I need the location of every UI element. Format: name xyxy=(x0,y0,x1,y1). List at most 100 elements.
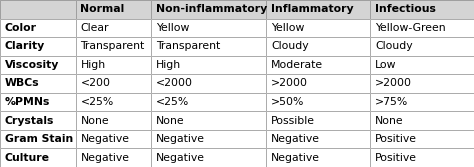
Bar xyxy=(0,56,76,74)
Bar xyxy=(0,111,76,130)
Bar xyxy=(152,0,266,19)
Text: Culture: Culture xyxy=(5,153,50,163)
Text: Positive: Positive xyxy=(375,153,417,163)
Bar xyxy=(0,19,76,37)
Bar xyxy=(152,74,266,93)
Bar xyxy=(370,111,474,130)
Text: High: High xyxy=(156,60,182,70)
Bar xyxy=(152,148,266,167)
Bar xyxy=(266,130,370,148)
Bar xyxy=(266,19,370,37)
Bar xyxy=(266,93,370,111)
Bar xyxy=(152,19,266,37)
Bar xyxy=(76,130,152,148)
Text: <2000: <2000 xyxy=(156,78,193,89)
Bar xyxy=(76,148,152,167)
Bar xyxy=(152,74,266,93)
Bar xyxy=(266,0,370,19)
Bar xyxy=(0,93,76,111)
Bar xyxy=(266,0,370,19)
Text: Non-inflammatory: Non-inflammatory xyxy=(156,4,267,14)
Bar xyxy=(76,0,152,19)
Text: Clear: Clear xyxy=(81,23,109,33)
Bar xyxy=(0,37,76,56)
Bar xyxy=(266,74,370,93)
Bar xyxy=(266,111,370,130)
Text: Crystals: Crystals xyxy=(5,116,54,126)
Bar xyxy=(0,130,76,148)
Bar xyxy=(76,19,152,37)
Text: WBCs: WBCs xyxy=(5,78,39,89)
Text: None: None xyxy=(156,116,185,126)
Bar xyxy=(152,93,266,111)
Bar xyxy=(152,148,266,167)
Bar xyxy=(370,19,474,37)
Bar xyxy=(76,0,152,19)
Text: Low: Low xyxy=(375,60,396,70)
Text: Yellow: Yellow xyxy=(156,23,190,33)
Text: Moderate: Moderate xyxy=(271,60,323,70)
Text: Negative: Negative xyxy=(81,134,129,144)
Text: >2000: >2000 xyxy=(271,78,308,89)
Bar xyxy=(370,0,474,19)
Bar xyxy=(152,111,266,130)
Bar xyxy=(76,56,152,74)
Text: >75%: >75% xyxy=(375,97,408,107)
Bar xyxy=(76,93,152,111)
Bar xyxy=(370,130,474,148)
Bar xyxy=(266,37,370,56)
Bar xyxy=(370,56,474,74)
Text: Inflammatory: Inflammatory xyxy=(271,4,354,14)
Bar xyxy=(152,93,266,111)
Bar xyxy=(152,0,266,19)
Text: Viscosity: Viscosity xyxy=(5,60,59,70)
Bar xyxy=(152,19,266,37)
Bar xyxy=(370,93,474,111)
Bar xyxy=(370,0,474,19)
Bar xyxy=(266,111,370,130)
Bar xyxy=(152,56,266,74)
Bar xyxy=(76,93,152,111)
Bar xyxy=(76,74,152,93)
Bar xyxy=(76,37,152,56)
Bar xyxy=(76,111,152,130)
Bar xyxy=(370,74,474,93)
Text: >2000: >2000 xyxy=(375,78,412,89)
Bar xyxy=(0,148,76,167)
Bar xyxy=(0,93,76,111)
Text: Negative: Negative xyxy=(271,134,320,144)
Text: Transparent: Transparent xyxy=(156,41,220,51)
Bar xyxy=(266,56,370,74)
Bar xyxy=(152,37,266,56)
Text: <25%: <25% xyxy=(81,97,114,107)
Bar xyxy=(370,74,474,93)
Text: <200: <200 xyxy=(81,78,110,89)
Bar xyxy=(152,56,266,74)
Text: Yellow: Yellow xyxy=(271,23,305,33)
Bar xyxy=(370,111,474,130)
Bar xyxy=(266,19,370,37)
Bar xyxy=(0,74,76,93)
Bar xyxy=(0,0,76,19)
Bar xyxy=(76,37,152,56)
Bar xyxy=(0,56,76,74)
Bar xyxy=(76,19,152,37)
Bar xyxy=(370,148,474,167)
Bar xyxy=(370,19,474,37)
Bar xyxy=(266,130,370,148)
Bar xyxy=(266,37,370,56)
Bar xyxy=(152,37,266,56)
Bar xyxy=(152,111,266,130)
Bar xyxy=(370,56,474,74)
Text: Color: Color xyxy=(5,23,37,33)
Text: Possible: Possible xyxy=(271,116,315,126)
Text: None: None xyxy=(375,116,403,126)
Text: Clarity: Clarity xyxy=(5,41,45,51)
Text: Yellow-Green: Yellow-Green xyxy=(375,23,446,33)
Bar xyxy=(152,130,266,148)
Bar xyxy=(76,130,152,148)
Bar xyxy=(266,56,370,74)
Text: %PMNs: %PMNs xyxy=(5,97,50,107)
Bar xyxy=(370,37,474,56)
Bar xyxy=(266,148,370,167)
